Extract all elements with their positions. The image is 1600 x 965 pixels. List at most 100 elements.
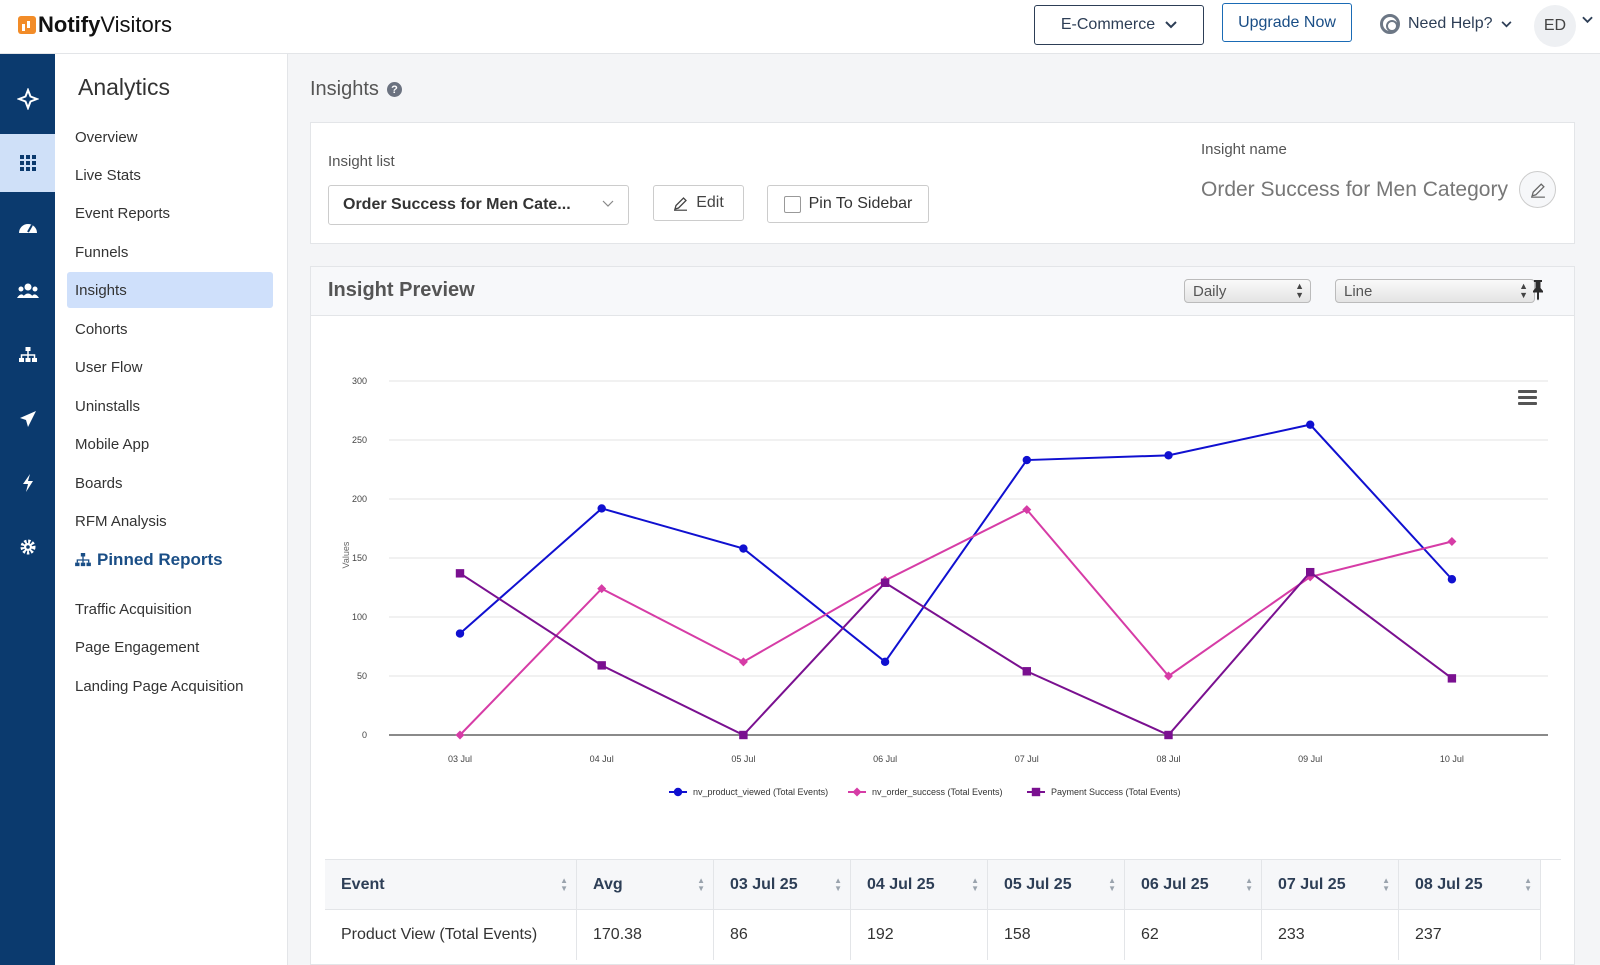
table-header-cell[interactable]: 08 Jul 25 ▲ ▼ [1399, 860, 1541, 910]
chart-type-value: Line [1344, 282, 1373, 300]
insight-list-select[interactable]: Order Success for Men Cate... [328, 185, 629, 225]
chart-data-point [1306, 420, 1315, 429]
chart-data-point [1022, 505, 1032, 515]
chart-data-point [455, 629, 465, 638]
chevron-down-icon [1501, 20, 1511, 27]
chart-y-tick-label: 200 [352, 494, 367, 504]
pin-to-sidebar-label: Pin To Sidebar [808, 195, 913, 212]
table-header-cell[interactable]: 04 Jul 25 ▲ ▼ [851, 860, 988, 910]
chart-legend-item[interactable]: nv_product_viewed (Total Events) [669, 787, 828, 797]
table-cell: Product View (Total Events) [325, 910, 577, 960]
chart-y-tick-label: 300 [352, 376, 367, 386]
chevron-down-icon [1165, 21, 1177, 29]
sort-icon: ▲ ▼ [697, 876, 705, 893]
brand-name-regular: Visitors [100, 12, 173, 37]
chevron-down-icon [602, 200, 614, 207]
sidebar-item-uninstalls[interactable]: Uninstalls [75, 397, 141, 415]
rail-sparkle-icon[interactable] [0, 70, 55, 128]
chart-data-point [880, 657, 890, 667]
rail-dashboard-icon[interactable] [0, 198, 55, 256]
sidebar-item-cohorts[interactable]: Cohorts [75, 320, 128, 338]
sidebar-item-mobile-app[interactable]: Mobile App [75, 435, 150, 453]
chart-data-point [1164, 671, 1173, 681]
sort-icon: ▲ ▼ [1245, 876, 1253, 893]
chart-x-tick-label: 10 Jul [1440, 754, 1464, 764]
rail-users-icon[interactable] [0, 262, 55, 320]
need-help-menu[interactable]: Need Help? [1380, 14, 1512, 34]
pencil-icon [1530, 182, 1545, 198]
insight-name-value: Order Success for Men Category [1201, 178, 1508, 201]
sidebar-item-live-stats[interactable]: Live Stats [75, 166, 141, 184]
pin-icon[interactable] [1528, 279, 1548, 301]
chart-legend-item[interactable]: nv_order_success (Total Events) [848, 787, 1003, 797]
chart-legend-item[interactable]: Payment Success (Total Events) [1027, 787, 1181, 797]
chart-x-tick-label: 04 Jul [590, 754, 614, 764]
table-header-cell[interactable]: 07 Jul 25 ▲ ▼ [1262, 860, 1399, 910]
help-question-icon[interactable]: ? [386, 82, 402, 97]
insight-list-selected: Order Success for Men Cate... [343, 196, 571, 213]
interval-select[interactable]: Daily ▲ ▼ [1184, 279, 1311, 303]
pinned-item-landing-page-acquisition[interactable]: Landing Page Acquisition [75, 677, 244, 695]
sort-icon: ▲ ▼ [1108, 876, 1116, 893]
table-cell: 170.38 [577, 910, 714, 960]
chart-data-point [455, 569, 465, 578]
rail-grid-icon[interactable] [0, 134, 55, 192]
insight-preview-card: Insight Preview Daily ▲ ▼ Line ▲ ▼ 0 50 100 1… [310, 266, 1575, 965]
user-avatar[interactable]: ED [1534, 5, 1576, 47]
chart-data-point [1022, 455, 1031, 465]
chart-y-tick-labels: 0 50 100 150 200 250 300 [352, 376, 367, 740]
chart-type-select[interactable]: Line ▲ ▼ [1335, 279, 1535, 303]
edit-insight-button[interactable]: Edit [653, 185, 744, 221]
avatar-chevron-down-icon[interactable] [1582, 16, 1593, 24]
sidebar-item-rfm-analysis[interactable]: RFM Analysis [75, 512, 167, 530]
chart-menu-icon[interactable] [1518, 390, 1537, 405]
upgrade-now-button[interactable]: Upgrade Now [1222, 3, 1352, 42]
project-selector-button[interactable]: E-Commerce [1034, 5, 1204, 45]
rail-settings-icon[interactable] [0, 518, 55, 576]
table-cell: 237 [1399, 910, 1541, 960]
sidebar-item-funnels[interactable]: Funnels [75, 243, 129, 261]
pin-to-sidebar-checkbox[interactable] [783, 195, 801, 213]
sidebar-item-user-flow[interactable]: User Flow [75, 358, 143, 376]
chart-x-tick-label: 08 Jul [1156, 754, 1180, 764]
rail-send-icon[interactable] [0, 390, 55, 448]
brand-name-bold: Notify [38, 12, 101, 37]
table-header-label: 03 Jul 25 [730, 875, 798, 893]
chart-series [455, 420, 1457, 740]
table-header-cell[interactable]: Avg ▲ ▼ [577, 860, 714, 910]
sort-icon: ▲ ▼ [1382, 876, 1390, 893]
chart-legend-marker [673, 787, 683, 797]
chart-legend-label: nv_order_success (Total Events) [872, 787, 1003, 797]
table-cell: 233 [1262, 910, 1399, 960]
pinned-item-page-engagement[interactable]: Page Engagement [75, 638, 200, 656]
insight-preview-title: Insight Preview [328, 279, 475, 301]
chart-data-point [1164, 730, 1173, 740]
chart-legend[interactable]: nv_product_viewed (Total Events) nv_order… [669, 787, 1181, 797]
chart-y-tick-label: 250 [352, 435, 367, 445]
chart-data-point [597, 504, 606, 513]
sidebar-item-boards[interactable]: Boards [75, 474, 123, 492]
insight-preview-header: Insight Preview Daily ▲ ▼ Line ▲ ▼ [311, 267, 1574, 316]
brand-logo[interactable]: Notify Visitors [18, 12, 172, 38]
table-header-label: 06 Jul 25 [1141, 875, 1209, 893]
pinned-item-traffic-acquisition[interactable]: Traffic Acquisition [75, 600, 192, 618]
chart-y-tick-label: 100 [352, 612, 367, 622]
pin-to-sidebar-button[interactable]: Pin To Sidebar [767, 185, 929, 223]
table-header-label: 04 Jul 25 [867, 875, 935, 893]
sidebar-item-insights[interactable]: Insights [67, 272, 273, 308]
table-header-cell[interactable]: 03 Jul 25 ▲ ▼ [714, 860, 851, 910]
rename-insight-button[interactable] [1519, 171, 1556, 208]
table-header-cell[interactable]: 06 Jul 25 ▲ ▼ [1125, 860, 1262, 910]
table-header-label: 05 Jul 25 [1004, 875, 1072, 893]
chart-legend-marker [1031, 787, 1041, 797]
table-header-cell[interactable]: Event ▲ ▼ [325, 860, 577, 910]
rail-sitemap-icon[interactable] [0, 326, 55, 384]
sidebar-item-event-reports[interactable]: Event Reports [75, 204, 171, 222]
table-header-cell[interactable]: 05 Jul 25 ▲ ▼ [988, 860, 1125, 910]
rail-bolt-icon[interactable] [0, 454, 55, 512]
sidebar-item-overview[interactable]: Overview [75, 128, 138, 146]
edit-insight-label: Edit [696, 194, 724, 211]
chart-data-point [1164, 451, 1173, 460]
chart-series-0 [455, 420, 1457, 667]
table-header-label: 07 Jul 25 [1278, 875, 1346, 893]
